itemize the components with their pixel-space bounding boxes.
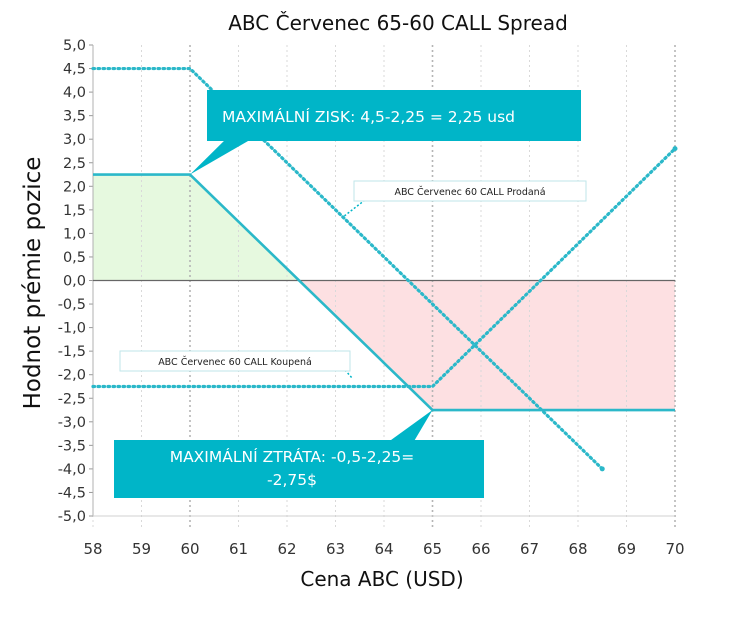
x-axis-title: Cena ABC (USD) [300,567,463,591]
sold-call-line [91,66,604,471]
y-tick-label: -3,5 [58,438,86,454]
regions [93,174,675,411]
max-loss-label-line2: -2,75$ [267,471,317,489]
bought-call-label-box [119,350,351,372]
sold-call-line-end-marker [599,466,605,472]
bought-call-label: ABC Červenec 60 CALL Koupená [158,356,312,368]
max-profit-pointer [190,133,262,175]
y-tick-label: -2,0 [58,368,86,384]
y-tick-label: 4,5 [63,62,86,78]
max-profit-box [207,90,581,141]
y-tick-label: -4,0 [58,462,86,478]
x-tick-label: 62 [277,540,296,558]
axes [89,44,675,517]
max-profit-label: MAXIMÁLNÍ ZISK: 4,5-2,25 = 2,25 usd [222,107,515,126]
y-tick-label: 3,5 [63,109,86,125]
bought-call-line [91,147,677,389]
bought-call-line-end-marker [672,146,678,152]
sold-call-label: ABC Červenec 60 CALL Prodaná [394,186,545,198]
y-tick-label: 2,0 [63,179,86,195]
y-tick-label: -1,0 [58,321,86,337]
x-tick-label: 61 [229,540,248,558]
y-tick-label: 2,5 [63,156,86,172]
sold-call-leader [342,199,366,218]
y-tick-label: 5,0 [63,38,86,54]
tick-labels: 58 59 60 61 62 63 64 65 66 67 68 69 70 5,0 4,5 4,0 3,5 3,… [58,38,685,558]
x-tick-label: 64 [374,540,393,558]
y-tick-label: -0,5 [58,297,86,313]
x-tick-label: 65 [423,540,442,558]
y-tick-label: -1,5 [58,344,86,360]
x-tick-label: 66 [471,540,490,558]
x-tick-label: 67 [520,540,539,558]
y-axis-title: Hodnot prémie pozice [20,157,46,410]
profit-region [93,174,300,281]
y-tick-label: -3,0 [58,415,86,431]
y-tick-label: -4,5 [58,485,86,501]
sold-call-label-box [353,180,587,202]
y-tick-label: 0,5 [63,250,86,266]
y-tick-label: 1,0 [63,226,86,242]
y-tick-label: 0,0 [63,274,86,290]
x-tick-label: 68 [568,540,587,558]
x-tick-label: 59 [132,540,151,558]
max-loss-pointer [380,410,433,448]
x-tick-label: 60 [180,540,199,558]
spread-line [93,173,675,412]
max-loss-label-line1: MAXIMÁLNÍ ZTRÁTA: -0,5-2,25= [170,447,415,466]
x-tick-label: 58 [83,540,102,558]
y-tick-label: 1,5 [63,203,86,219]
series-lines [91,66,678,472]
y-tick-label: -5,0 [58,509,86,525]
loss-region [299,280,675,411]
x-tick-label: 69 [617,540,636,558]
y-tick-label: -2,5 [58,391,86,407]
max-loss-box [114,440,484,498]
annotations: MAXIMÁLNÍ ZISK: 4,5-2,25 = 2,25 usd MAXIM… [114,90,587,498]
x-tick-label: 63 [326,540,345,558]
y-tick-label: 4,0 [63,85,86,101]
x-tick-label: 70 [665,540,684,558]
chart-title: ABC Červenec 65-60 CALL Spread [228,11,568,35]
y-tick-label: 3,0 [63,132,86,148]
